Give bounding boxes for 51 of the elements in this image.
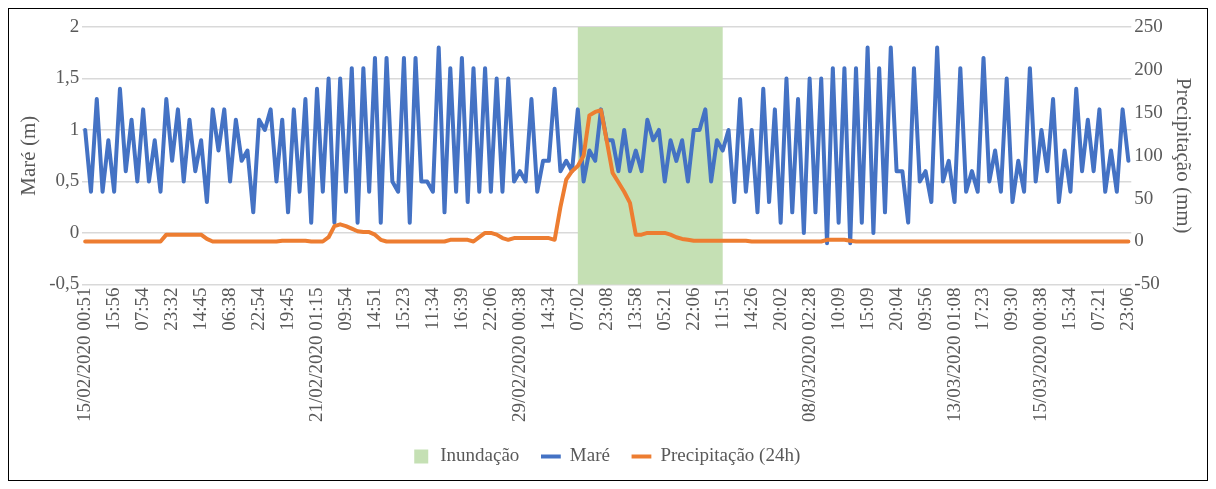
x-tick-label: 15/03/2020 00:38 <box>1029 287 1051 423</box>
y-axis-title: Maré (m) <box>16 115 41 196</box>
y-tick-label: 2 <box>69 14 80 36</box>
x-tick-label: 07:54 <box>131 286 153 331</box>
y2-tick-label: 50 <box>1134 186 1154 208</box>
y-tick-label: 0 <box>69 220 80 242</box>
x-tick-label: 22:06 <box>681 287 703 331</box>
y2-tick-label: 150 <box>1134 100 1163 122</box>
y-tick-label: 1,5 <box>55 66 80 88</box>
legend-label: Maré <box>569 444 610 466</box>
x-tick-label: 09:30 <box>1000 287 1022 331</box>
x-tick-label: 11:51 <box>710 287 732 330</box>
y2-tick-label: 200 <box>1134 57 1163 79</box>
x-tick-label: 07:02 <box>565 287 587 331</box>
x-tick-label: 15:34 <box>1058 286 1080 331</box>
x-tick-label: 14:51 <box>362 287 384 331</box>
legend-label: Precipitação (24h) <box>660 444 801 467</box>
x-tick-label: 09:54 <box>333 286 355 331</box>
x-tick-label: 15:56 <box>102 287 124 331</box>
x-tick-label: 23:08 <box>594 287 616 331</box>
y-tick-label: 0,5 <box>55 169 80 191</box>
x-tick-label: 13/03/2020 01:08 <box>942 287 964 423</box>
x-tick-label: 10:09 <box>826 287 848 331</box>
x-tick-label: 17:23 <box>971 287 993 331</box>
x-tick-label: 13:58 <box>623 287 645 331</box>
x-tick-label: 09:56 <box>913 287 935 331</box>
x-tick-label: 05:21 <box>652 287 674 331</box>
x-tick-label: 08/03/2020 02:28 <box>797 287 819 423</box>
x-tick-label: 15:23 <box>391 287 413 331</box>
y2-tick-label: 100 <box>1134 143 1163 165</box>
y2-tick-label: 250 <box>1134 14 1163 36</box>
x-tick-label: 11:34 <box>420 286 442 330</box>
x-tick-label: 19:45 <box>276 287 298 331</box>
x-tick-label: 21/02/2020 01:15 <box>304 287 326 423</box>
y-tick-label: 1 <box>69 117 80 139</box>
x-tick-label: 22:54 <box>247 286 269 331</box>
x-tick-label: 14:45 <box>189 287 211 331</box>
x-tick-label: 29/02/2020 00:38 <box>507 287 529 423</box>
x-tick-label: 06:38 <box>218 287 240 331</box>
x-tick-label: 22:06 <box>478 287 500 331</box>
y2-tick-label: 0 <box>1134 229 1144 251</box>
x-tick-label: 23:32 <box>160 287 182 331</box>
x-tick-label: 07:21 <box>1087 287 1109 331</box>
legend-label: Inundação <box>440 444 520 466</box>
y2-axis-title: Precipitação (mm) <box>1171 77 1196 234</box>
x-tick-label: 14:34 <box>536 286 558 331</box>
x-tick-label: 15:09 <box>855 287 877 331</box>
x-tick-label: 14:26 <box>739 287 761 331</box>
x-tick-label: 20:02 <box>768 287 790 331</box>
x-tick-label: 20:04 <box>884 286 906 331</box>
x-tick-label: 16:39 <box>449 287 471 331</box>
